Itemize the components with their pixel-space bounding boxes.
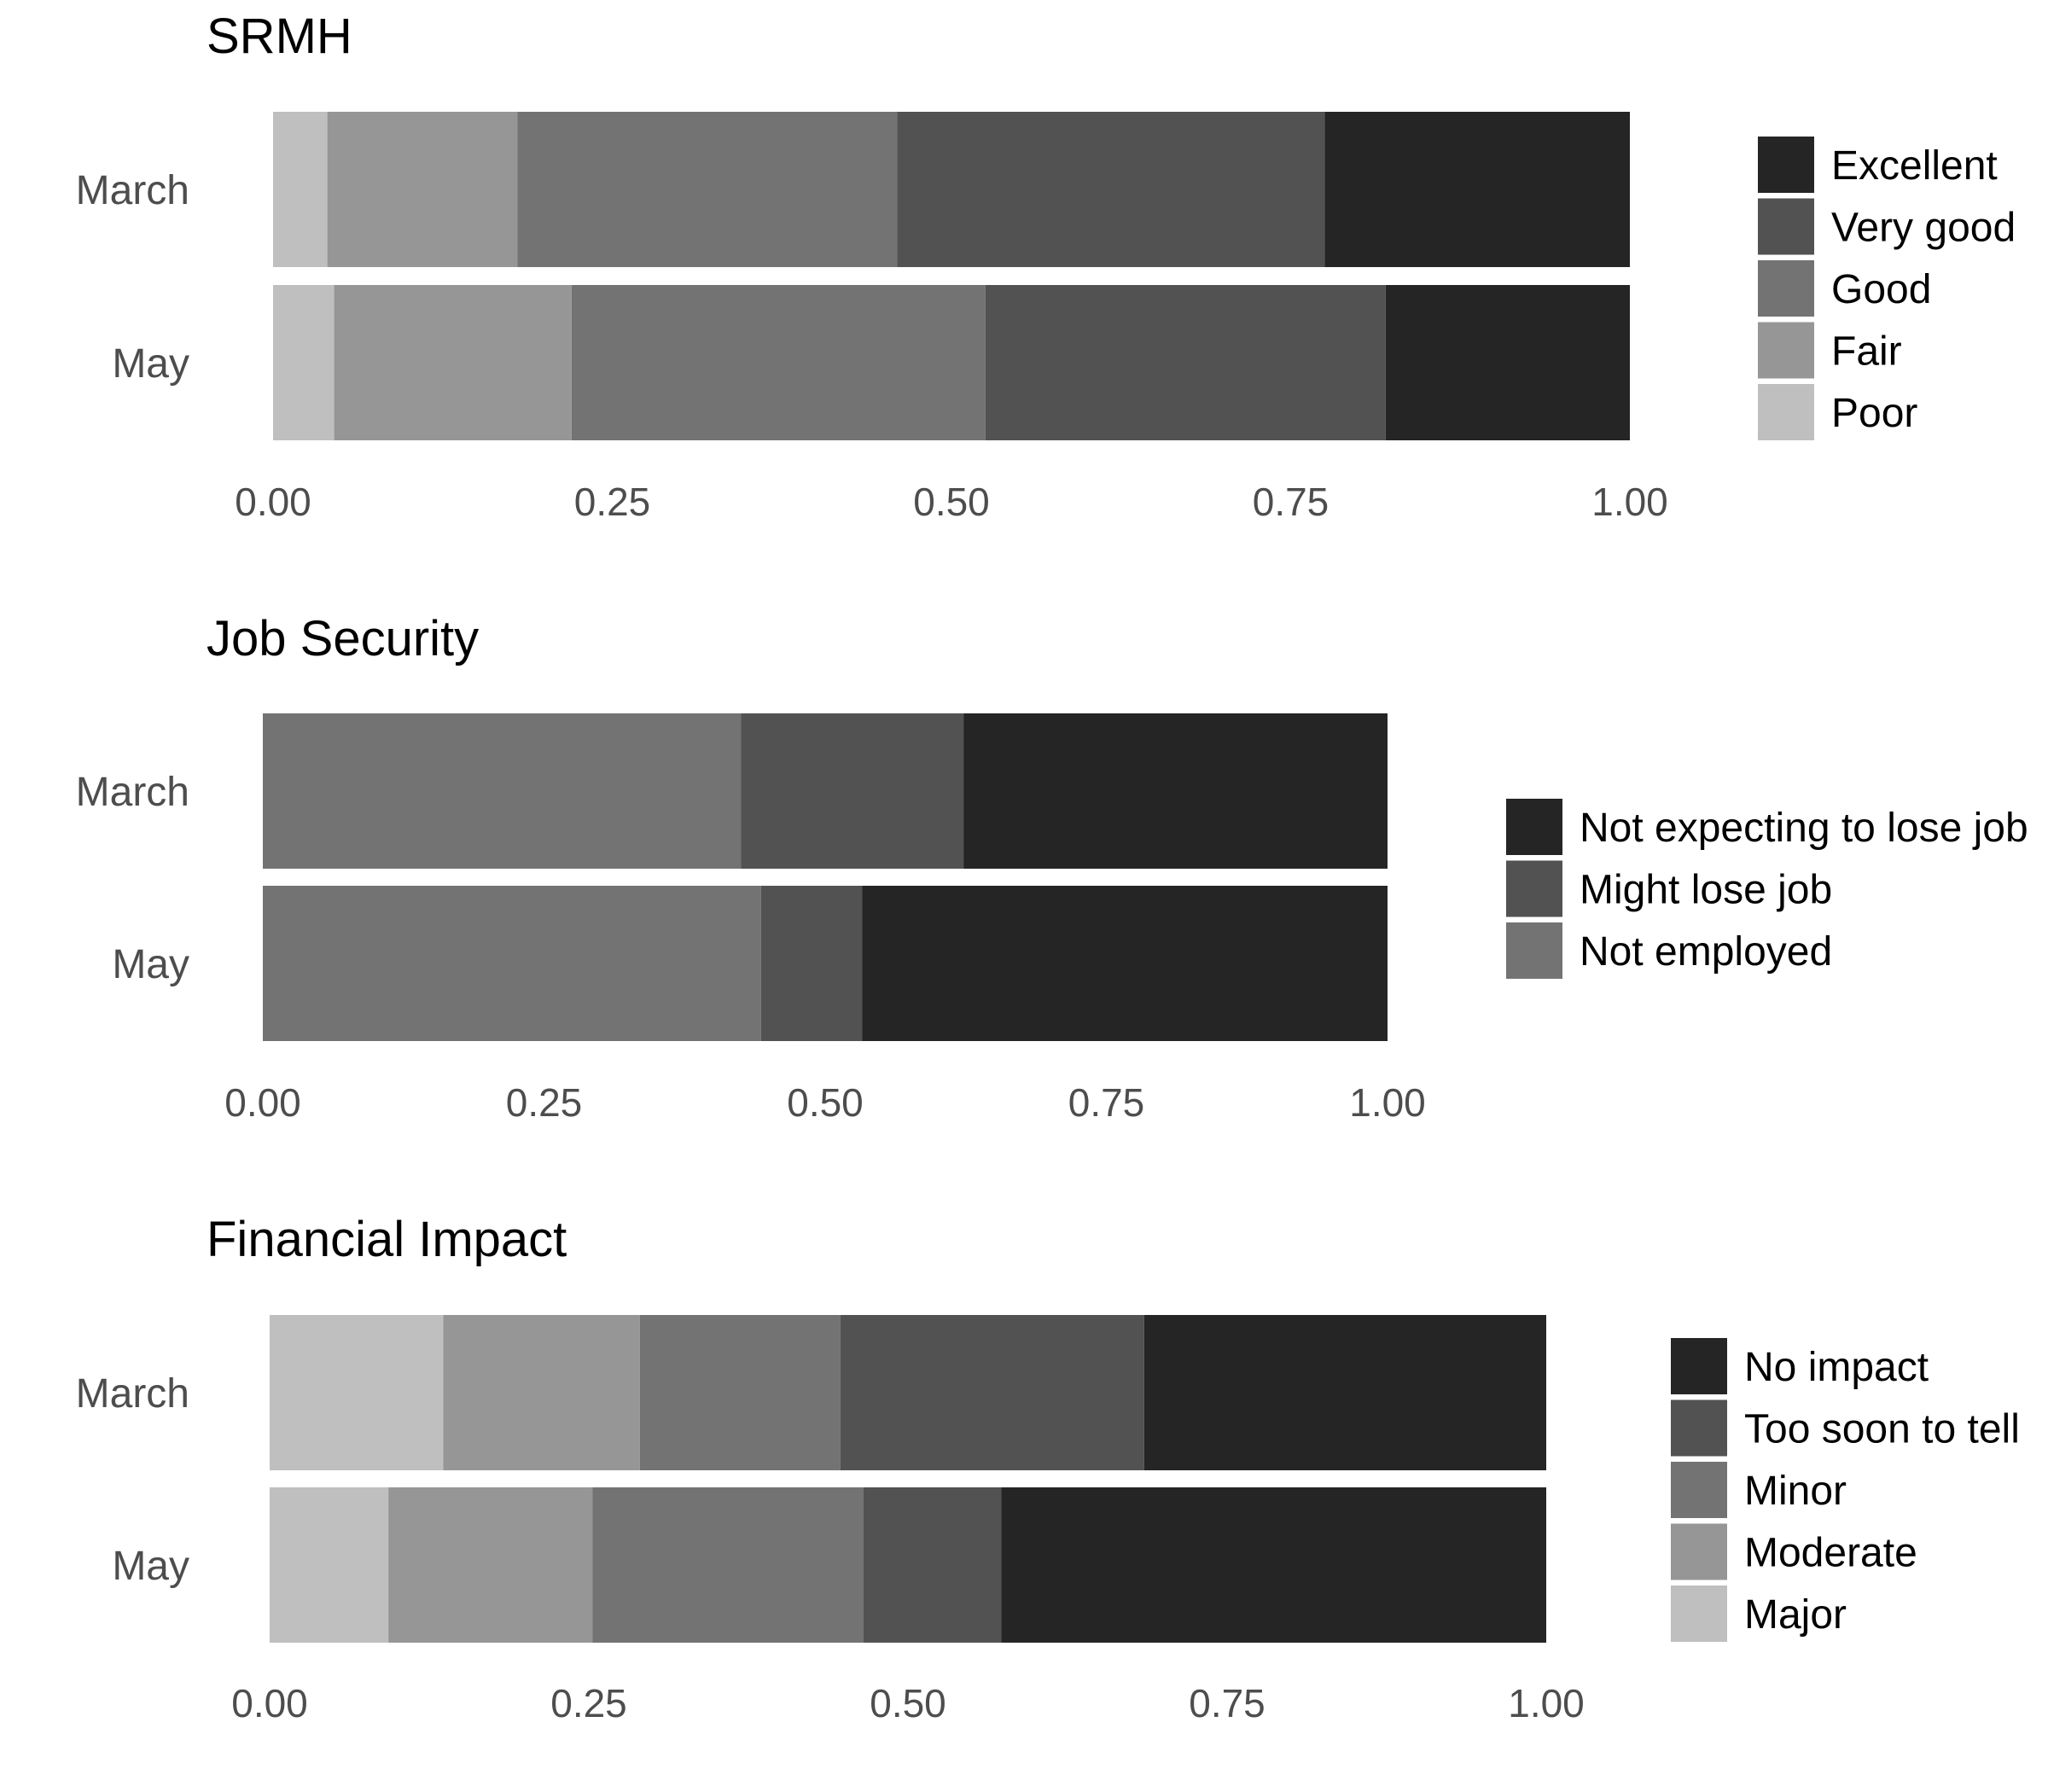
legend-swatch-financial-impact-3 [1671, 1523, 1727, 1580]
bar-segment-srmh-may-poor [273, 285, 335, 440]
bar-segment-srmh-march-poor [273, 112, 328, 267]
bar-segment-job-security-march-not-employed [263, 713, 742, 869]
bar-segment-job-security-march-not-expecting-to-lose-job [963, 713, 1388, 869]
legend-label-srmh-1: Very good [1831, 206, 2016, 251]
panel-title-srmh: SRMH [207, 9, 352, 64]
x-tick-label-job-security-1: 0.25 [506, 1080, 583, 1125]
bar-segment-financial-impact-may-minor [592, 1487, 864, 1643]
legend-swatch-job-security-2 [1506, 922, 1562, 979]
x-tick-label-srmh-2: 0.50 [913, 480, 990, 524]
panel-title-job-security: Job Security [207, 611, 479, 666]
category-label-march: March [76, 168, 189, 213]
legend-swatch-srmh-3 [1758, 322, 1814, 379]
bar-segment-financial-impact-march-too-soon-to-tell [840, 1315, 1144, 1470]
legend-swatch-financial-impact-4 [1671, 1585, 1727, 1642]
bar-segment-financial-impact-may-major [270, 1487, 389, 1643]
legend-label-financial-impact-0: No impact [1744, 1345, 1929, 1390]
x-tick-label-financial-impact-1: 0.25 [550, 1681, 627, 1725]
legend-swatch-job-security-0 [1506, 799, 1562, 855]
bar-segment-srmh-march-very-good [897, 112, 1325, 267]
bar-segment-srmh-march-excellent [1324, 112, 1630, 267]
legend-label-financial-impact-4: Major [1744, 1592, 1847, 1638]
legend-label-financial-impact-3: Moderate [1744, 1531, 1917, 1576]
bar-segment-financial-impact-march-minor [639, 1315, 841, 1470]
x-tick-label-srmh-4: 1.00 [1591, 480, 1668, 524]
x-tick-label-job-security-3: 0.75 [1068, 1080, 1145, 1125]
category-label-march: March [76, 770, 189, 815]
bar-segment-job-security-may-not-employed [263, 886, 761, 1041]
bar-segment-job-security-may-might-lose-job [760, 886, 863, 1041]
legend-swatch-srmh-0 [1758, 137, 1814, 193]
x-tick-label-srmh-1: 0.25 [574, 480, 651, 524]
bar-segment-financial-impact-march-no-impact [1143, 1315, 1546, 1470]
bar-segment-financial-impact-may-too-soon-to-tell [863, 1487, 1002, 1643]
category-label-may: May [112, 942, 189, 987]
panel-title-financial-impact: Financial Impact [207, 1212, 567, 1267]
legend-swatch-financial-impact-1 [1671, 1399, 1727, 1457]
bar-segment-srmh-march-fair [327, 112, 518, 267]
x-tick-label-financial-impact-0: 0.00 [231, 1681, 308, 1725]
legend-label-srmh-0: Excellent [1831, 143, 1998, 189]
bar-segment-financial-impact-may-moderate [388, 1487, 593, 1643]
bar-segment-srmh-may-excellent [1385, 285, 1630, 440]
legend-label-job-security-2: Not employed [1580, 929, 1832, 975]
bar-segment-job-security-may-not-expecting-to-lose-job [862, 886, 1388, 1041]
x-tick-label-financial-impact-3: 0.75 [1189, 1681, 1265, 1725]
category-label-march: March [76, 1371, 189, 1417]
x-tick-label-financial-impact-4: 1.00 [1508, 1681, 1585, 1725]
x-tick-label-job-security-2: 0.50 [787, 1080, 864, 1125]
bar-segment-srmh-may-good [571, 285, 986, 440]
x-tick-label-financial-impact-2: 0.50 [870, 1681, 946, 1725]
x-tick-label-srmh-0: 0.00 [235, 480, 311, 524]
legend-label-financial-impact-1: Too soon to tell [1744, 1407, 2020, 1452]
legend-label-job-security-1: Might lose job [1580, 868, 1832, 913]
legend-label-job-security-0: Not expecting to lose job [1580, 806, 2028, 851]
legend-swatch-srmh-1 [1758, 198, 1814, 255]
bar-segment-srmh-may-fair [334, 285, 572, 440]
x-tick-label-job-security-4: 1.00 [1349, 1080, 1426, 1125]
legend-swatch-job-security-1 [1506, 860, 1562, 917]
bar-segment-financial-impact-march-moderate [443, 1315, 640, 1470]
legend-label-srmh-4: Poor [1831, 391, 1917, 436]
legend-swatch-srmh-4 [1758, 384, 1814, 440]
legend-label-srmh-3: Fair [1831, 329, 1902, 375]
legend-label-financial-impact-2: Minor [1744, 1469, 1847, 1514]
x-tick-label-srmh-3: 0.75 [1253, 480, 1329, 524]
legend-swatch-financial-impact-2 [1671, 1462, 1727, 1518]
legend-label-srmh-2: Good [1831, 267, 1931, 312]
bar-segment-srmh-march-good [517, 112, 898, 267]
legend-swatch-financial-impact-0 [1671, 1338, 1727, 1394]
category-label-may: May [112, 341, 189, 387]
category-label-may: May [112, 1544, 189, 1589]
x-tick-label-job-security-0: 0.00 [224, 1080, 301, 1125]
bar-segment-srmh-may-very-good [985, 285, 1386, 440]
bar-segment-financial-impact-march-major [270, 1315, 444, 1470]
bar-segment-financial-impact-may-no-impact [1001, 1487, 1546, 1643]
bar-segment-job-security-march-might-lose-job [741, 713, 964, 869]
legend-swatch-srmh-2 [1758, 260, 1814, 317]
